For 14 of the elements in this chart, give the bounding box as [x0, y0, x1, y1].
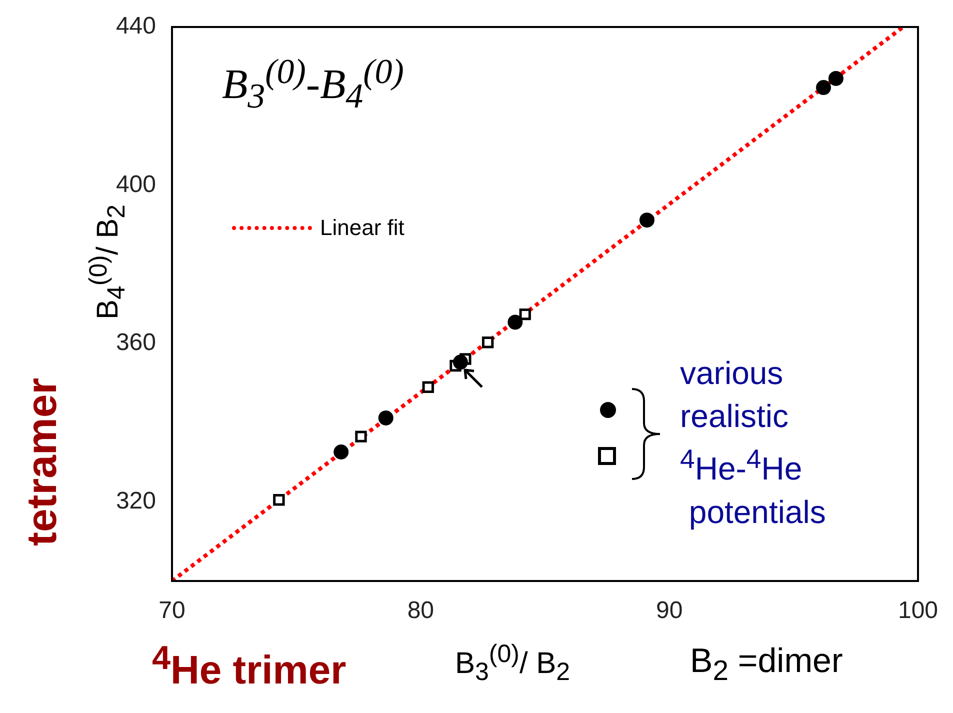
- y-tick-label: 320: [116, 487, 156, 514]
- x-tick-label: 80: [407, 597, 434, 624]
- x-tick-label: 70: [158, 597, 186, 624]
- y-tick-label: 360: [116, 329, 156, 356]
- annotation: various realistic $^{4}$He-$^{4}$He potentials: [680, 354, 826, 532]
- x-tick-label: 90: [656, 597, 683, 624]
- text: $^{4}$He trimer: [152, 640, 346, 694]
- x-axis-title: B$_{3}$$^{(0)}$/ B$_{2}$: [455, 640, 570, 687]
- text: B$_{2}$ =dimer: [690, 642, 843, 688]
- legend-label: Linear fit: [320, 215, 404, 241]
- x-tick-label: 100: [898, 597, 938, 624]
- y-tick-label: 440: [116, 12, 156, 40]
- text: tetramer: [18, 378, 66, 546]
- y-tick-label: 400: [116, 170, 156, 198]
